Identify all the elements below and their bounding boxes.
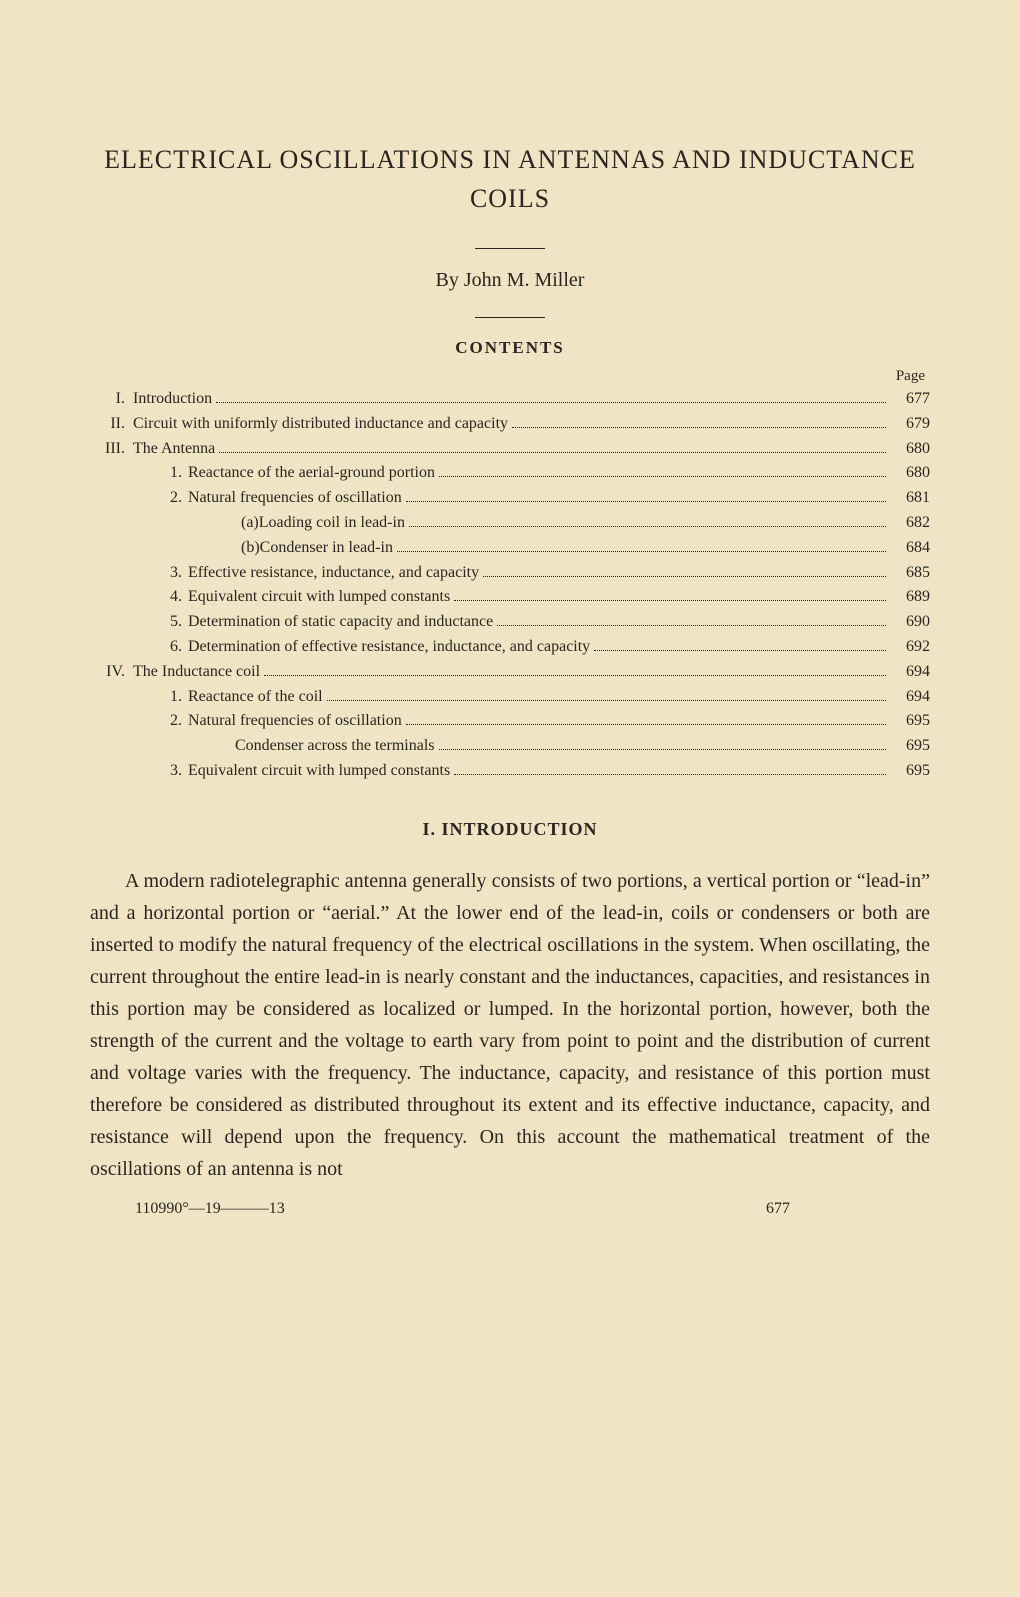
toc-item-number: 1.: [170, 461, 182, 486]
table-of-contents: I. Introduction 677 II. Circuit with uniform…: [90, 387, 930, 784]
toc-item-label: Reactance of the aerial-ground portion: [188, 461, 435, 486]
toc-row: II. Circuit with uniformly distributed in…: [90, 412, 930, 437]
toc-item-label: Determination of effective resistance, i…: [188, 635, 590, 660]
toc-page-number: 682: [890, 511, 930, 536]
toc-row: 2.Natural frequencies of oscillation 681: [90, 486, 930, 511]
toc-leader-dots: [397, 551, 886, 552]
toc-page-number: 681: [890, 486, 930, 511]
footer-print-code: 110990°—19———13: [100, 1200, 285, 1218]
toc-row: III. The Antenna 680: [90, 437, 930, 462]
toc-roman-numeral: III.: [90, 437, 125, 462]
toc-leader-dots: [264, 675, 886, 676]
toc-page-number: 692: [890, 635, 930, 660]
toc-item-label: Circuit with uniformly distributed induc…: [133, 412, 508, 437]
toc-leader-dots: [327, 700, 886, 701]
toc-item-label: Equivalent circuit with lumped constants: [188, 759, 450, 784]
title-divider: [475, 248, 545, 249]
toc-page-number: 680: [890, 437, 930, 462]
toc-leader-dots: [512, 427, 886, 428]
toc-leader-dots: [594, 650, 886, 651]
toc-item-number: 6.: [170, 635, 182, 660]
toc-page-number: 680: [890, 461, 930, 486]
toc-row: (b) Condenser in lead-in 684: [90, 536, 930, 561]
toc-item-label: Equivalent circuit with lumped constants: [188, 585, 450, 610]
toc-item-number: 2.: [170, 709, 182, 734]
toc-leader-dots: [454, 774, 886, 775]
toc-row: 3.Equivalent circuit with lumped constan…: [90, 759, 930, 784]
author-divider: [475, 317, 545, 318]
toc-leader-dots: [406, 501, 886, 502]
toc-item-label: Natural frequencies of oscillation: [188, 709, 402, 734]
toc-item-label: Condenser across the terminals: [235, 734, 435, 759]
toc-row: IV. The Inductance coil 694: [90, 660, 930, 685]
toc-row: I. Introduction 677: [90, 387, 930, 412]
toc-row: Condenser across the terminals 695: [90, 734, 930, 759]
toc-item-number: 3.: [170, 561, 182, 586]
toc-page-number: 695: [890, 709, 930, 734]
toc-page-number: 689: [890, 585, 930, 610]
toc-item-number: 3.: [170, 759, 182, 784]
toc-page-number: 685: [890, 561, 930, 586]
page-footer: 110990°—19———13 677: [90, 1200, 930, 1218]
toc-sub-letter: (b): [241, 536, 260, 561]
toc-page-number: 679: [890, 412, 930, 437]
toc-item-number: 2.: [170, 486, 182, 511]
toc-leader-dots: [406, 724, 886, 725]
body-paragraph: A modern radiotelegraphic antenna genera…: [90, 865, 930, 1185]
toc-row: (a) Loading coil in lead-in 682: [90, 511, 930, 536]
toc-leader-dots: [219, 452, 886, 453]
toc-item-label: Introduction: [133, 387, 212, 412]
toc-item-number: 4.: [170, 585, 182, 610]
page-column-label: Page: [90, 368, 930, 385]
toc-item-number: 5.: [170, 610, 182, 635]
toc-item-label: Natural frequencies of oscillation: [188, 486, 402, 511]
toc-roman-numeral: I.: [90, 387, 125, 412]
toc-roman-numeral: IV.: [90, 660, 125, 685]
toc-leader-dots: [454, 600, 886, 601]
toc-page-number: 694: [890, 685, 930, 710]
toc-item-label: Condenser in lead-in: [260, 536, 393, 561]
toc-row: 1.Reactance of the aerial-ground portion…: [90, 461, 930, 486]
toc-roman-numeral: II.: [90, 412, 125, 437]
toc-item-label: Determination of static capacity and ind…: [188, 610, 493, 635]
toc-page-number: 690: [890, 610, 930, 635]
paper-title: ELECTRICAL OSCILLATIONS IN ANTENNAS AND …: [90, 140, 930, 218]
contents-heading: CONTENTS: [90, 338, 930, 358]
toc-leader-dots: [497, 625, 886, 626]
author: By John M. Miller: [90, 269, 930, 292]
toc-leader-dots: [216, 402, 886, 403]
toc-row: 4.Equivalent circuit with lumped constan…: [90, 585, 930, 610]
toc-item-label: Reactance of the coil: [188, 685, 323, 710]
toc-leader-dots: [439, 749, 887, 750]
toc-sub-letter: (a): [241, 511, 259, 536]
section-heading: I. INTRODUCTION: [90, 819, 930, 840]
toc-item-label: Loading coil in lead-in: [259, 511, 405, 536]
footer-page-number: 677: [766, 1200, 920, 1218]
toc-row: 6.Determination of effective resistance,…: [90, 635, 930, 660]
toc-leader-dots: [409, 526, 886, 527]
toc-row: 5.Determination of static capacity and i…: [90, 610, 930, 635]
toc-leader-dots: [483, 576, 886, 577]
toc-page-number: 695: [890, 759, 930, 784]
toc-page-number: 694: [890, 660, 930, 685]
toc-item-number: 1.: [170, 685, 182, 710]
toc-page-number: 677: [890, 387, 930, 412]
toc-page-number: 695: [890, 734, 930, 759]
toc-row: 2.Natural frequencies of oscillation 695: [90, 709, 930, 734]
toc-item-label: The Inductance coil: [133, 660, 260, 685]
toc-item-label: Effective resistance, inductance, and ca…: [188, 561, 479, 586]
toc-row: 1.Reactance of the coil 694: [90, 685, 930, 710]
toc-leader-dots: [439, 476, 886, 477]
toc-page-number: 684: [890, 536, 930, 561]
toc-row: 3.Effective resistance, inductance, and …: [90, 561, 930, 586]
toc-item-label: The Antenna: [133, 437, 215, 462]
